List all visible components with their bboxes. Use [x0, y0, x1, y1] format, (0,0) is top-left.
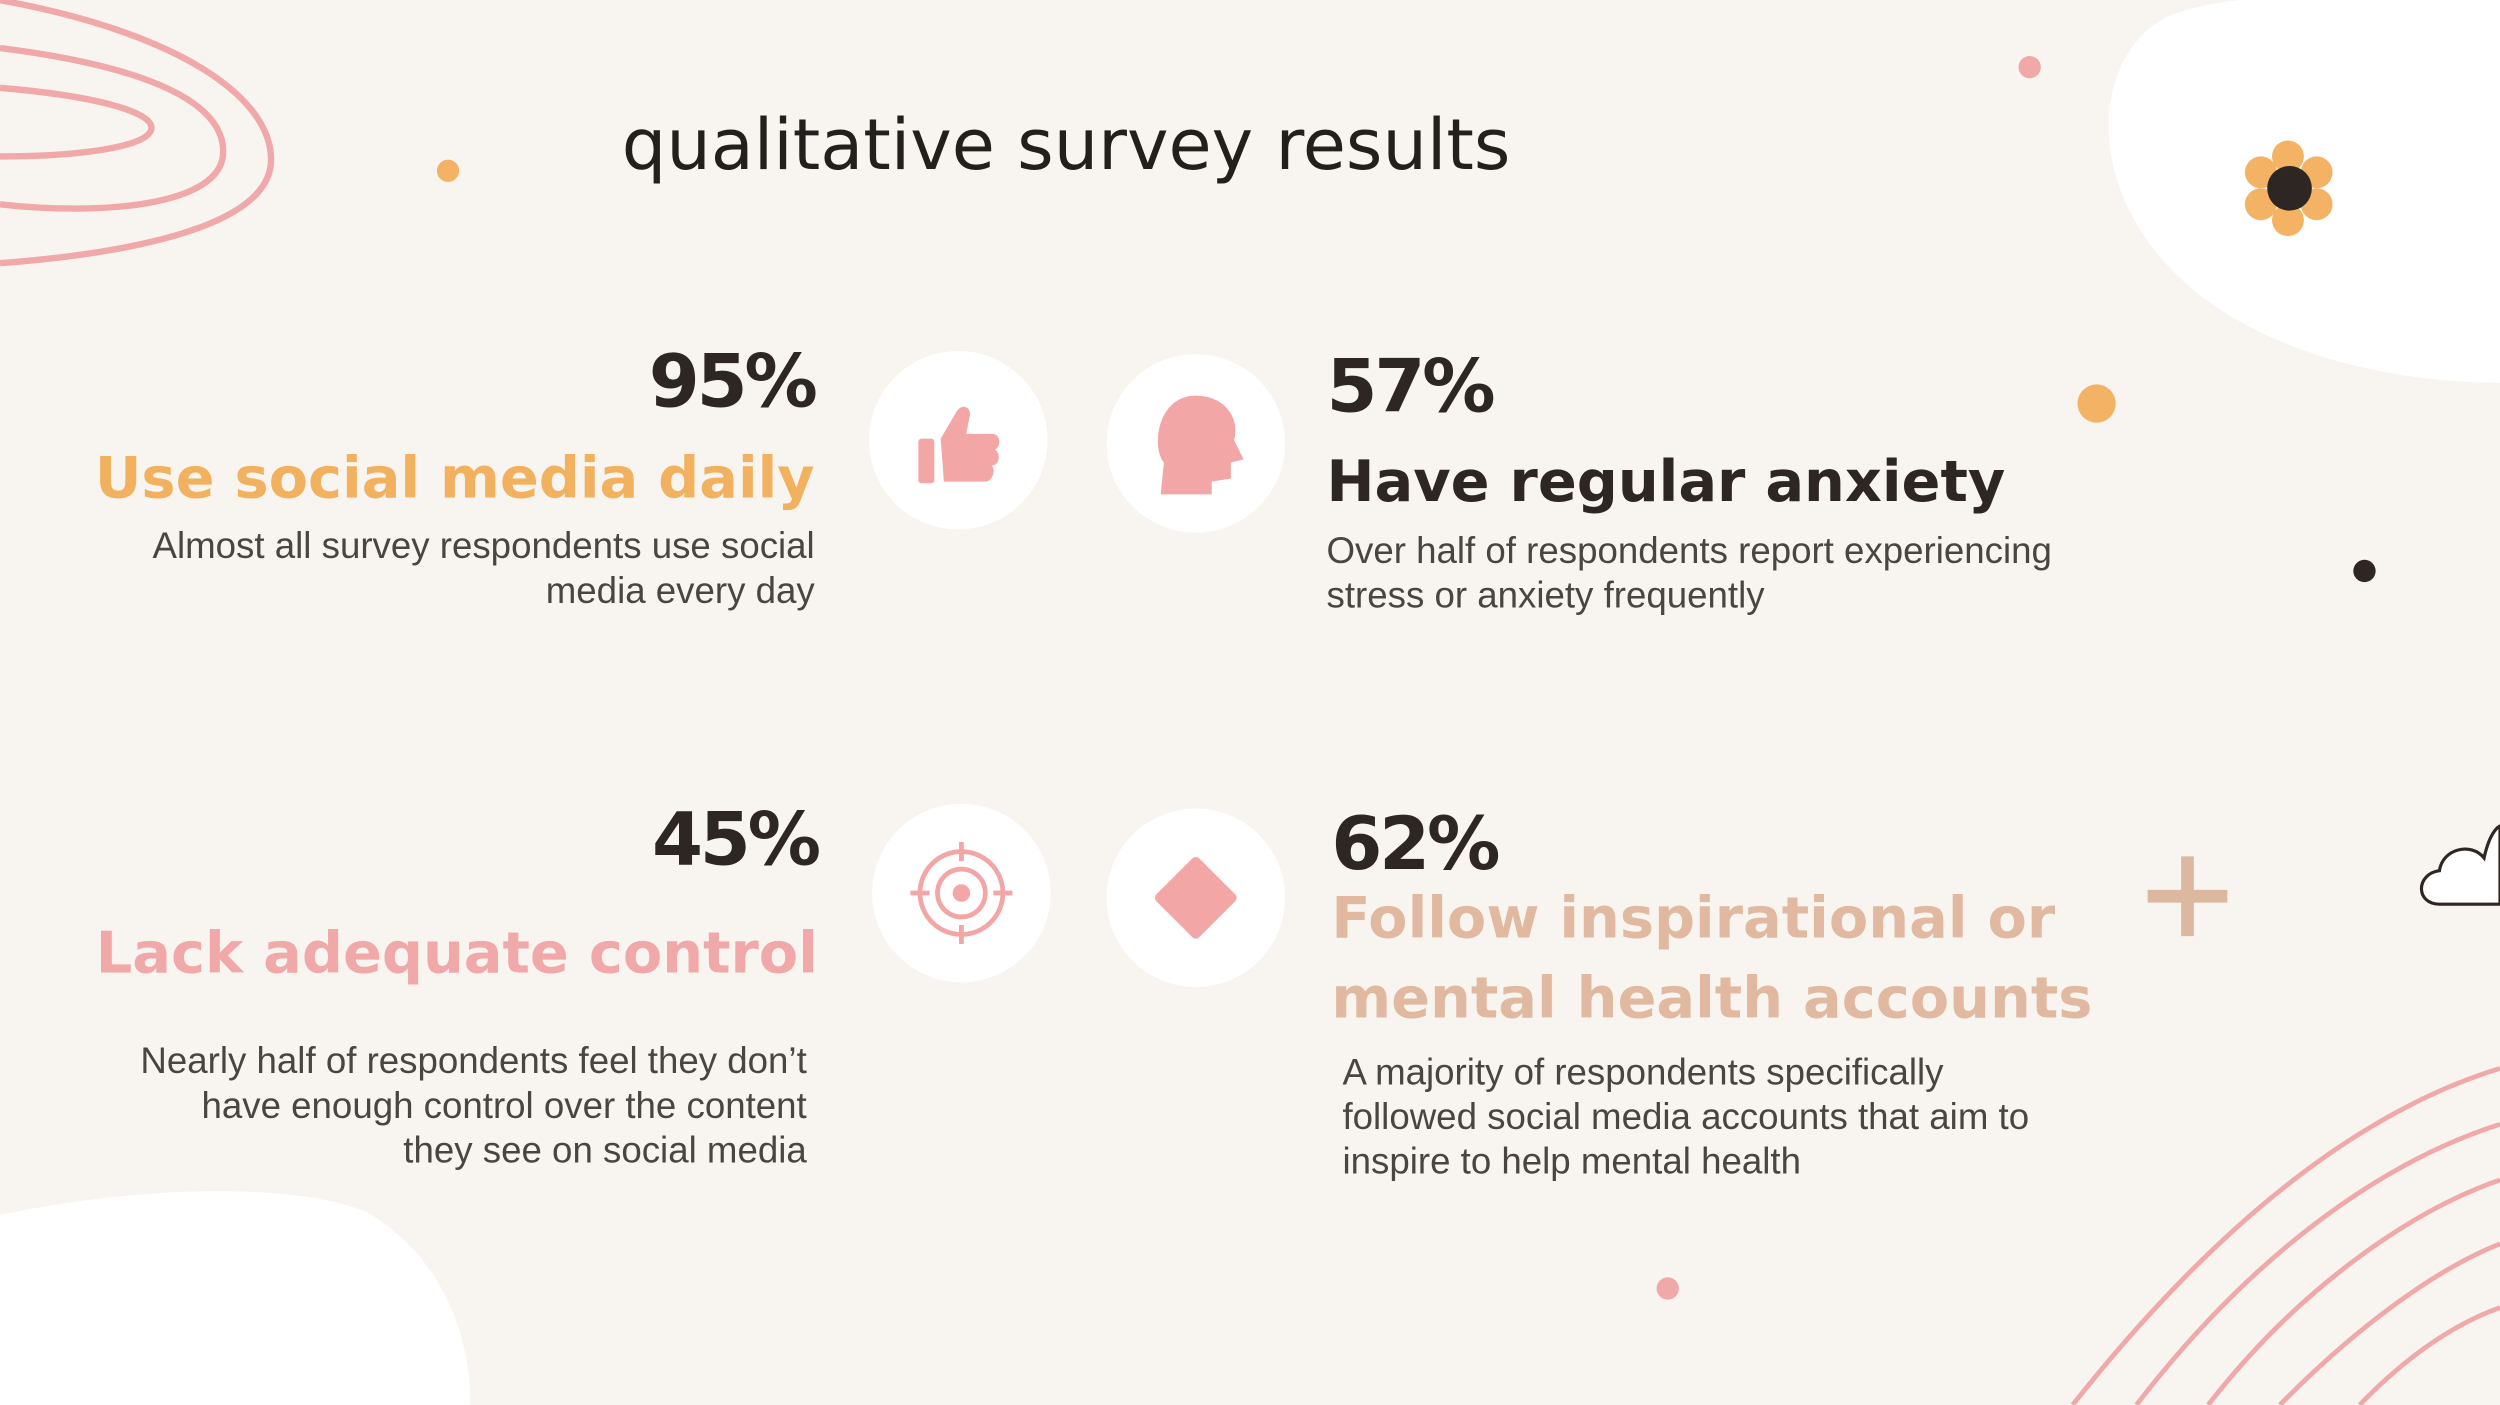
- item-description: they see on social media: [403, 1129, 807, 1170]
- icon-thumbs-up: [918, 406, 1000, 484]
- icon-head: [1157, 395, 1244, 495]
- item-heading: mental health accounts: [1331, 964, 2092, 1031]
- slide-title: qualitative survey results: [622, 104, 1511, 186]
- lines-bottom-right: [2070, 1066, 2500, 1405]
- stat-value: 57%: [1327, 345, 1495, 430]
- item-heading: Lack adequate control: [96, 920, 818, 987]
- dot: [1656, 1277, 1679, 1300]
- item-description: A majority of respondents specifically: [1342, 1051, 1944, 1092]
- item-description: media every day: [546, 570, 816, 611]
- icon-target: [910, 842, 1013, 945]
- icon-puzzle: [1154, 856, 1237, 939]
- item-description: followed social media accounts that aim …: [1342, 1096, 2029, 1137]
- item-heading: Follow inspirational or: [1331, 885, 2056, 952]
- stat-value: 95%: [649, 340, 817, 425]
- item-description: stress or anxiety frequently: [1327, 575, 1766, 616]
- item-description: inspire to help mental health: [1342, 1141, 1801, 1182]
- flower: [2244, 140, 2333, 237]
- stat-value: 62%: [1331, 802, 1499, 887]
- plus: [2147, 856, 2228, 937]
- dot: [2077, 384, 2116, 423]
- dot: [2353, 559, 2376, 583]
- swirl-top-left: [0, 0, 275, 267]
- stat-value: 45%: [652, 797, 820, 882]
- dot: [436, 159, 460, 182]
- item-description: Over half of respondents report experien…: [1327, 530, 2052, 571]
- item-description: Almost all survey respondents use social: [153, 525, 815, 566]
- item-heading: Have regular anxiety: [1327, 448, 2006, 515]
- blob-bottom-left: [0, 1191, 471, 1405]
- dot: [2018, 55, 2041, 79]
- item-description: Nearly half of respondents feel they don…: [140, 1040, 806, 1081]
- item-heading: Use social media daily: [95, 445, 815, 512]
- cloud: [2420, 824, 2500, 906]
- item-description: have enough control over the content: [201, 1085, 806, 1126]
